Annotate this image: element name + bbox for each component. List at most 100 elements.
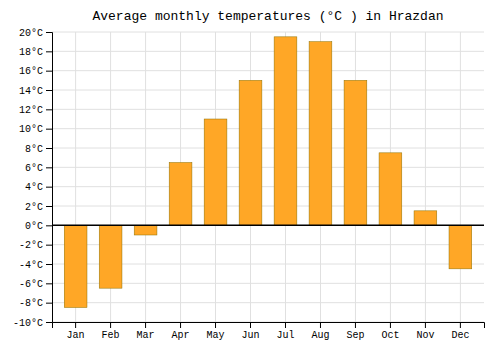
tick: Jul [276,322,294,341]
tick-label: 8°C [25,144,43,155]
tick-label: 10°C [19,124,43,135]
chart: -10°C -8°C -6°C -4°C -2°C 0°C 2°C 4°C 6°C 8°C 10°C… [0,0,500,350]
tick-label: Sep [346,330,364,341]
grid-line [52,51,484,52]
tick-mark [46,322,52,323]
tick-label: Nov [416,330,434,341]
tick-mark [46,225,52,226]
tick-label: 4°C [25,182,43,193]
tick: Dec [451,322,469,341]
tick: Aug [311,322,329,341]
tick-label: May [207,330,225,341]
tick: 10°C [19,124,52,135]
tick-label: Apr [172,330,190,341]
bar [379,153,402,226]
tick-label: 14°C [19,86,43,97]
tick: Jan [67,322,85,341]
axis-line [46,33,53,323]
tick: Mar [137,322,155,341]
tick-mark [46,32,52,33]
tick-mark [285,322,286,328]
tick-label: 18°C [19,47,43,58]
tick-label: 20°C [19,28,43,39]
grid-line [52,167,484,168]
grid-line [52,90,484,91]
tick: May [207,322,225,341]
tick-label: Mar [137,330,155,341]
grid [52,32,484,322]
tick-mark [46,148,52,149]
tick: Nov [416,322,434,341]
tick-mark [320,322,321,328]
tick-mark [75,322,76,328]
x-axis: Jan Feb Mar Apr May Jun Jul Aug Sep Oct Nov Dec [53,322,485,341]
grid-line [52,148,484,149]
tick-mark [46,264,52,265]
tick-mark [355,322,356,328]
bar [204,119,227,225]
axis-line [53,323,485,329]
tick-label: Jul [276,330,294,341]
tick-label: 12°C [19,105,43,116]
tick: -8°C [19,298,52,309]
tick: Jun [242,322,260,341]
tick-mark [46,71,52,72]
tick-mark [250,322,251,328]
tick-mark [110,322,111,328]
tick: Sep [346,322,364,341]
tick-mark [145,322,146,328]
tick: Feb [102,322,120,341]
tick-label: 2°C [25,202,43,213]
tick: 8°C [25,144,52,155]
y-axis: -10°C -8°C -6°C -4°C -2°C 0°C 2°C 4°C 6°C 8°C 10°C… [13,28,53,329]
tick: 0°C [25,221,52,232]
bar [134,225,157,235]
grid-line [52,128,484,129]
grid-line [52,225,484,226]
grid-line [52,302,484,303]
tick-label: Jun [242,330,260,341]
tick: 6°C [25,163,52,174]
bar [344,80,367,225]
tick: -6°C [19,279,52,290]
tick-label: 16°C [19,66,43,77]
tick: 14°C [19,86,52,97]
grid-line [52,32,484,33]
grid-line [145,32,146,322]
tick-label: -10°C [13,318,43,329]
bar [274,37,297,226]
tick-label: Dec [451,330,469,341]
tick-label: -6°C [19,279,43,290]
bar [239,80,262,225]
tick: Apr [172,322,190,341]
bar [414,211,437,226]
tick-label: Oct [381,330,399,341]
tick-label: 0°C [25,221,43,232]
grid-line [52,109,484,110]
tick: -2°C [19,240,52,251]
tick-mark [46,303,52,304]
tick-label: Jan [67,330,85,341]
tick-label: -4°C [19,260,43,271]
tick: -10°C [13,318,52,329]
tick-mark [46,167,52,168]
grid-line [52,186,484,187]
tick-mark [180,322,181,328]
title: Average monthly temperatures (°C ) in Hr… [92,9,443,24]
tick-mark [46,51,52,52]
grid-line [52,206,484,207]
bar [64,225,87,307]
grid-line [52,70,484,71]
tick-label: 6°C [25,163,43,174]
tick-label: -8°C [19,298,43,309]
tick: 18°C [19,47,52,58]
tick: 20°C [19,28,52,39]
bar [309,42,332,226]
grid-line [460,32,461,322]
tick-mark [390,322,391,328]
bar [169,163,192,226]
tick-label: Aug [311,330,329,341]
grid-line [425,32,426,322]
tick: 16°C [19,66,52,77]
tick: -4°C [19,260,52,271]
